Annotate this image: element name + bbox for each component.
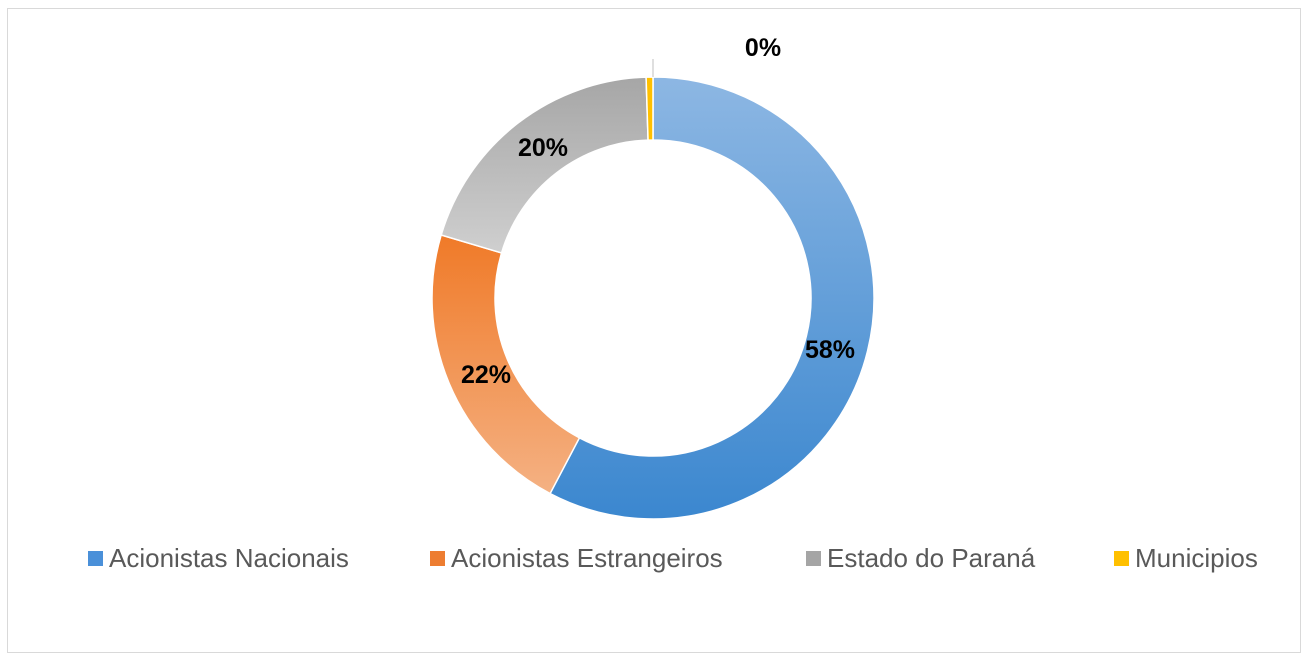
slice-municipios: [645, 76, 654, 141]
data-label: 20%: [518, 134, 568, 162]
data-label: 22%: [461, 361, 511, 389]
legend-item-estado-do-parana: Estado do Paraná: [806, 540, 1035, 576]
legend-label: Acionistas Nacionais: [109, 542, 349, 573]
legend-label: Acionistas Estrangeiros: [451, 542, 723, 573]
slice-acionistas-nacionais: [549, 76, 875, 520]
legend-item-municipios: Municipios: [1114, 540, 1258, 576]
legend-label: Municipios: [1135, 542, 1258, 573]
legend-item-acionistas-nacionais: Acionistas Nacionais: [88, 540, 349, 576]
slice-estado-do-paran-: [440, 76, 649, 254]
legend-swatch: [806, 550, 821, 566]
data-label: 0%: [745, 34, 781, 62]
legend-swatch: [1114, 550, 1129, 566]
legend-swatch: [430, 550, 445, 566]
legend-swatch: [88, 550, 103, 566]
legend-item-acionistas-estrangeiros: Acionistas Estrangeiros: [430, 540, 723, 576]
data-label: 58%: [805, 336, 855, 364]
legend-label: Estado do Paraná: [827, 542, 1036, 573]
legend: Acionistas Nacionais Acionistas Estrange…: [0, 540, 1309, 576]
